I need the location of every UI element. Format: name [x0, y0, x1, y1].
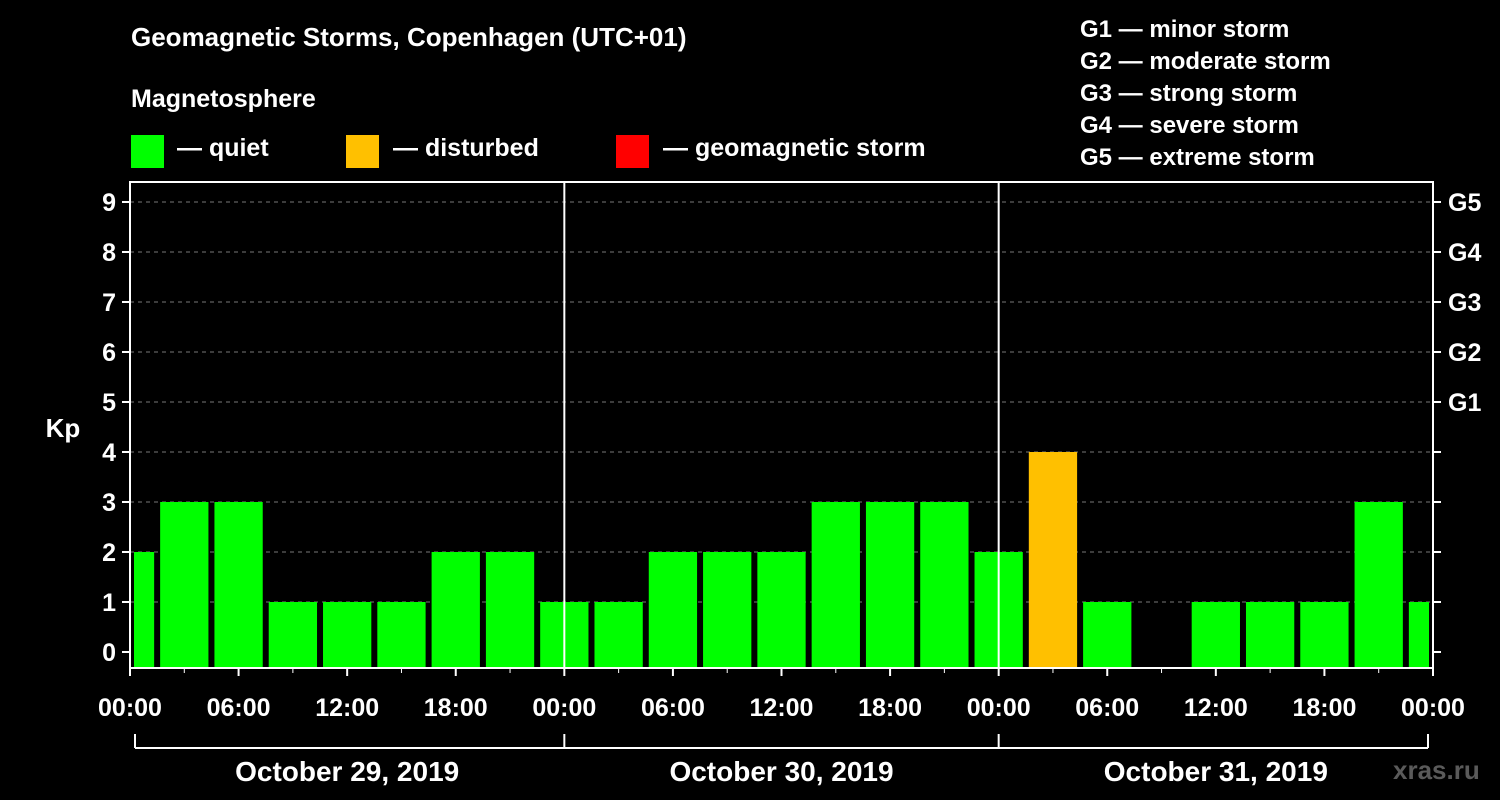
y-tick-label-9: 9	[102, 189, 116, 217]
x-tick-label-12: 00:00	[1401, 694, 1465, 722]
watermark: xras.ru	[1393, 755, 1480, 785]
right-tick-label-g5: G5	[1448, 189, 1481, 217]
kp-bar-11	[703, 552, 752, 668]
y-axis-label: Kp	[46, 413, 81, 443]
x-tick-label-1: 06:00	[207, 694, 271, 722]
kp-bar-22	[1300, 602, 1349, 668]
legend-label-quiet: — quiet	[177, 134, 269, 162]
kp-bar-2	[214, 502, 263, 668]
right-tick-label-g2: G2	[1448, 339, 1481, 367]
y-tick-label-7: 7	[102, 289, 116, 317]
axes: 0 1 2 3 4 5 6 7 8 9 G1 G2 G3 G4 G5 00:00 06:00 12:00 18:00…	[98, 181, 1481, 787]
kp-bar-13	[811, 502, 860, 668]
right-tick-label-g3: G3	[1448, 289, 1481, 317]
storm-scale-g4: G4 — severe storm	[1080, 112, 1299, 139]
kp-bar-18	[1083, 602, 1132, 668]
storm-scale-g3: G3 — strong storm	[1080, 80, 1298, 107]
kp-bar-24	[1408, 602, 1429, 668]
storm-scale-g1: G1 — minor storm	[1080, 16, 1290, 43]
bars	[134, 452, 1429, 668]
y-tick-label-3: 3	[102, 489, 116, 517]
x-tick-label-6: 12:00	[750, 694, 814, 722]
y-tick-label-0: 0	[102, 639, 116, 667]
x-tick-label-10: 12:00	[1184, 694, 1248, 722]
legend-title: Magnetosphere	[131, 85, 316, 113]
kp-bar-5	[377, 602, 426, 668]
right-tick-label-g4: G4	[1448, 239, 1481, 267]
kp-bar-12	[757, 552, 806, 668]
day-label-0: October 29, 2019	[235, 756, 459, 787]
kp-bar-1	[160, 502, 209, 668]
x-tick-label-2: 12:00	[315, 694, 379, 722]
grid-lines	[130, 201, 1433, 603]
x-tick-label-3: 18:00	[424, 694, 488, 722]
kp-bar-14	[865, 502, 915, 668]
storm-scale-g5: G5 — extreme storm	[1080, 144, 1315, 171]
y-tick-label-4: 4	[102, 439, 116, 467]
y-tick-label-1: 1	[102, 589, 116, 617]
day-label-2: October 31, 2019	[1104, 756, 1328, 787]
kp-bar-20	[1191, 602, 1240, 668]
kp-bar-3	[268, 602, 318, 668]
y-tick-label-5: 5	[102, 389, 116, 417]
day-label-1: October 30, 2019	[669, 756, 893, 787]
right-tick-label-g1: G1	[1448, 389, 1481, 417]
kp-bar-6	[431, 552, 480, 668]
chart-title: Geomagnetic Storms, Copenhagen (UTC+01)	[131, 22, 687, 52]
x-tick-label-9: 06:00	[1075, 694, 1139, 722]
kp-bar-10	[648, 552, 698, 668]
y-tick-label-2: 2	[102, 539, 116, 567]
kp-bar-0	[134, 552, 155, 668]
kp-bar-4	[323, 602, 372, 668]
x-tick-label-4: 00:00	[532, 694, 596, 722]
legend-swatch-quiet	[131, 135, 164, 168]
x-tick-label-5: 06:00	[641, 694, 705, 722]
legend-label-storm: — geomagnetic storm	[663, 134, 926, 162]
storm-scale-g2: G2 — moderate storm	[1080, 48, 1331, 75]
x-tick-label-8: 00:00	[967, 694, 1031, 722]
legend-swatch-storm	[616, 135, 649, 168]
kp-bar-7	[485, 552, 535, 668]
kp-bar-17	[1028, 452, 1078, 668]
legend-swatch-disturbed	[346, 135, 379, 168]
y-tick-label-6: 6	[102, 339, 116, 367]
x-tick-label-11: 18:00	[1292, 694, 1356, 722]
y-tick-label-8: 8	[102, 239, 116, 267]
kp-bar-9	[594, 602, 643, 668]
x-tick-label-0: 00:00	[98, 694, 162, 722]
x-tick-label-7: 18:00	[858, 694, 922, 722]
kp-bar-15	[920, 502, 969, 668]
legend-label-disturbed: — disturbed	[393, 134, 539, 162]
kp-bar-23	[1354, 502, 1403, 668]
kp-bar-21	[1245, 602, 1295, 668]
